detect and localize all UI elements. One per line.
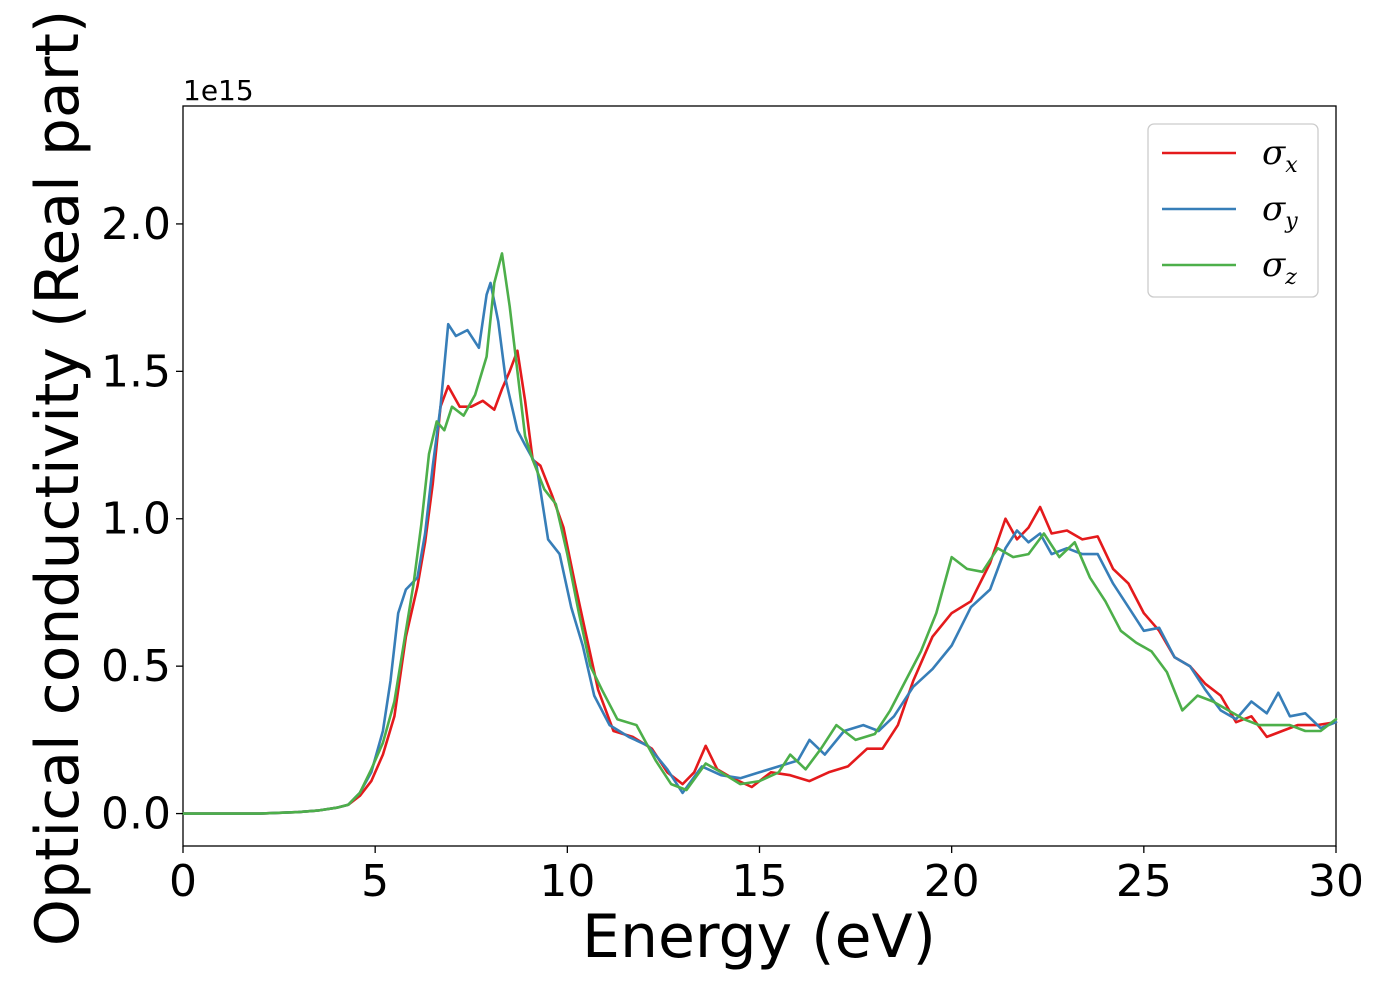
series-line-x bbox=[181, 349, 1338, 815]
plot-frame bbox=[182, 105, 1337, 847]
x-axis-ticks: 0 5 10 15 20 25 30 bbox=[169, 846, 1364, 907]
x-tick-label: 30 bbox=[1308, 856, 1364, 907]
y-offset-text: 1e15 bbox=[183, 74, 254, 107]
y-tick-label: 0.5 bbox=[101, 641, 171, 692]
x-tick-label: 0 bbox=[169, 856, 197, 907]
plot-area bbox=[182, 105, 1337, 847]
y-tick-label: 1.0 bbox=[101, 494, 171, 545]
y-axis-ticks: 0.0 0.5 1.0 1.5 2.0 bbox=[101, 199, 183, 840]
x-tick-label: 25 bbox=[1116, 856, 1172, 907]
y-tick-label: 2.0 bbox=[101, 199, 171, 250]
legend-box bbox=[1147, 123, 1319, 298]
x-tick-label: 5 bbox=[361, 856, 389, 907]
series-line-y bbox=[181, 281, 1338, 815]
y-axis-title: Optical conductivity (Real part) bbox=[23, 10, 93, 947]
series-group bbox=[181, 252, 1338, 815]
legend-subscript: z bbox=[1284, 265, 1297, 290]
x-tick-label: 10 bbox=[539, 856, 595, 907]
y-tick-label: 0.0 bbox=[101, 789, 171, 840]
x-tick-label: 15 bbox=[732, 856, 788, 907]
x-tick-label: 20 bbox=[924, 856, 980, 907]
legend-subscript: y bbox=[1284, 209, 1298, 234]
y-tick-label: 1.5 bbox=[101, 346, 171, 397]
x-axis-title: Energy (eV) bbox=[582, 902, 936, 972]
series-line-z bbox=[181, 252, 1338, 815]
legend-subscript: x bbox=[1285, 153, 1298, 178]
